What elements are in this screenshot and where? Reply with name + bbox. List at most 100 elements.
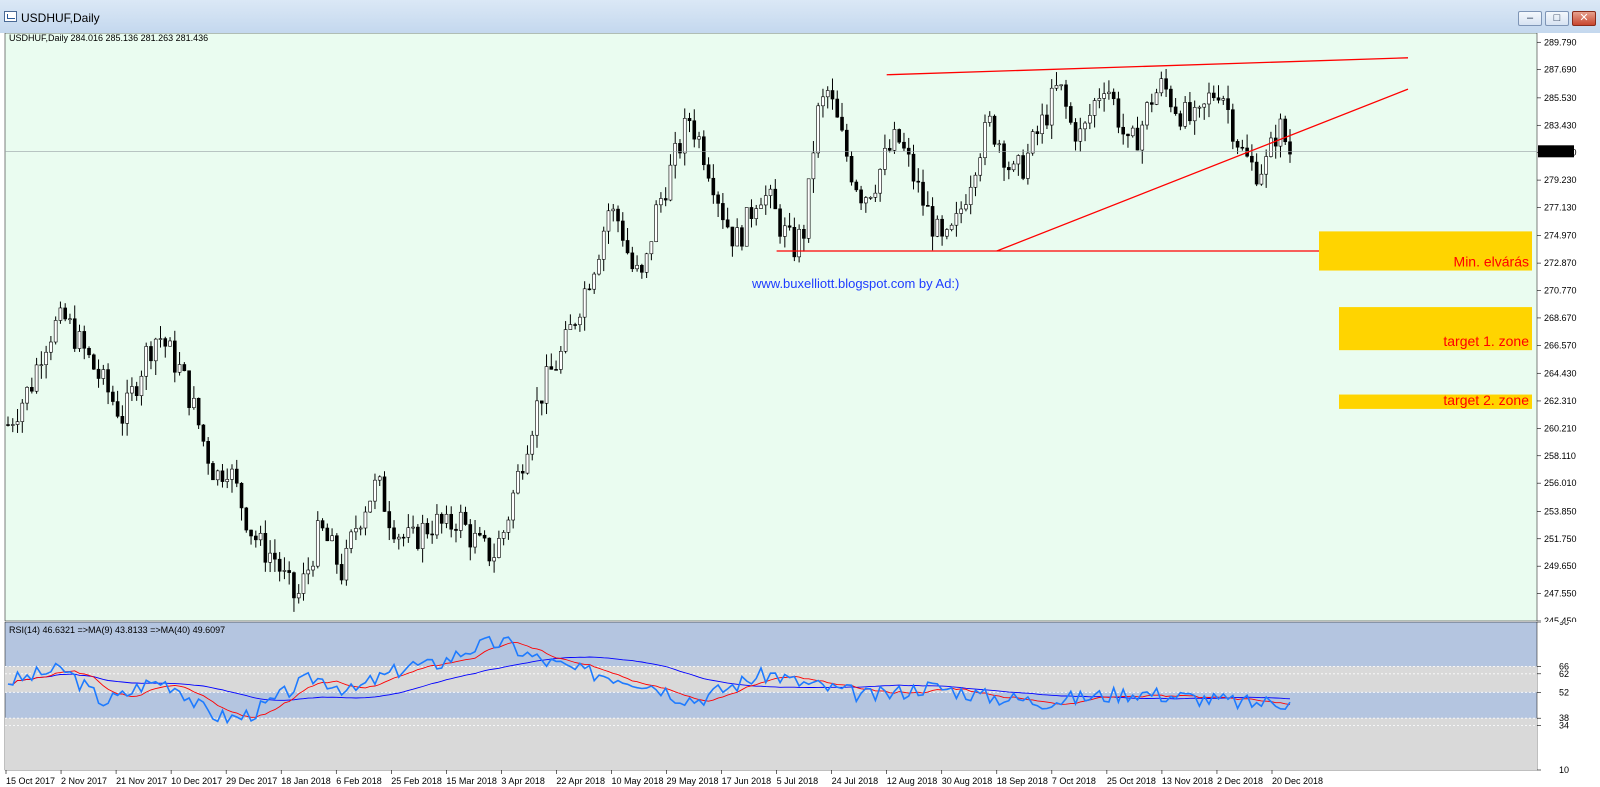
candle bbox=[511, 489, 515, 529]
candle bbox=[997, 139, 1002, 153]
candle bbox=[668, 154, 673, 202]
candle bbox=[368, 500, 373, 513]
zone-box[interactable] bbox=[1339, 307, 1532, 351]
trendline-rising[interactable] bbox=[996, 88, 1409, 252]
candle bbox=[277, 552, 282, 582]
candle bbox=[678, 139, 682, 159]
candle bbox=[682, 108, 687, 166]
time-tick-label: 21 Nov 2017 bbox=[116, 776, 167, 786]
candles-layer bbox=[6, 68, 1292, 612]
candle bbox=[802, 224, 806, 252]
candle bbox=[749, 199, 754, 228]
rsi-tick-label: 10 bbox=[1559, 765, 1569, 775]
price-chart[interactable]: Min. elvárás target 1. zone target 2. zone… bbox=[0, 33, 1600, 622]
candle bbox=[549, 353, 554, 370]
symbol-info: USDHUF,Daily 284.016 285.136 281.263 281… bbox=[9, 33, 208, 43]
candle bbox=[344, 539, 349, 586]
price-tick-label: 245.450 bbox=[1544, 616, 1577, 622]
candle bbox=[1192, 100, 1197, 135]
candle bbox=[211, 461, 215, 481]
candle bbox=[454, 523, 458, 543]
candle bbox=[959, 201, 963, 224]
candle bbox=[177, 352, 182, 376]
candle bbox=[902, 132, 906, 151]
candle bbox=[168, 337, 172, 347]
candle bbox=[916, 168, 921, 193]
candle bbox=[1221, 95, 1226, 105]
candle bbox=[373, 473, 377, 510]
candle bbox=[125, 379, 129, 436]
candle bbox=[892, 121, 897, 154]
rsi-tick-label: 66 bbox=[1559, 661, 1569, 671]
candle bbox=[911, 144, 916, 190]
candle bbox=[182, 362, 187, 372]
candle bbox=[497, 530, 501, 559]
candle bbox=[1216, 85, 1221, 104]
price-tick-label: 283.430 bbox=[1544, 120, 1577, 130]
current-price-marker: 281.436 bbox=[1538, 145, 1574, 158]
candle bbox=[458, 504, 463, 539]
candle bbox=[1278, 113, 1283, 158]
maximize-button[interactable]: □ bbox=[1545, 11, 1569, 26]
candle bbox=[1169, 85, 1173, 113]
price-tick-label: 272.870 bbox=[1544, 258, 1577, 268]
close-button[interactable]: ✕ bbox=[1572, 11, 1596, 26]
candle bbox=[1007, 161, 1011, 180]
zone-box[interactable] bbox=[1339, 394, 1532, 409]
candle bbox=[1026, 143, 1030, 185]
candle bbox=[435, 504, 439, 539]
candle bbox=[978, 153, 983, 182]
candle bbox=[1073, 118, 1078, 151]
candle bbox=[1130, 125, 1135, 138]
candle bbox=[258, 525, 263, 546]
price-tick-label: 289.790 bbox=[1544, 37, 1577, 47]
candle bbox=[940, 215, 944, 246]
title-bar: USDHUF,Daily – □ ✕ bbox=[0, 0, 1600, 34]
price-tick-label: 285.530 bbox=[1544, 93, 1577, 103]
candle bbox=[630, 246, 635, 273]
price-tick-label: 247.550 bbox=[1544, 589, 1577, 599]
candle bbox=[349, 529, 353, 554]
time-axis: 15 Oct 2017 2 Nov 2017 21 Nov 2017 10 Dec 2… bbox=[5, 770, 1323, 786]
time-tick-label: 5 Jul 2018 bbox=[777, 776, 819, 786]
candle bbox=[1145, 101, 1149, 130]
price-tick-label: 266.570 bbox=[1544, 340, 1577, 350]
price-tick-label: 251.750 bbox=[1544, 534, 1577, 544]
candle bbox=[520, 464, 525, 480]
candle bbox=[6, 416, 10, 427]
time-tick-label: 2 Dec 2018 bbox=[1217, 776, 1263, 786]
candle bbox=[1173, 98, 1178, 116]
candle bbox=[315, 511, 320, 569]
candle bbox=[620, 212, 625, 247]
candle bbox=[754, 204, 759, 226]
time-tick-label: 10 Dec 2017 bbox=[171, 776, 222, 786]
price-panel-background bbox=[4, 33, 1538, 622]
candle bbox=[392, 520, 396, 543]
zone-box[interactable] bbox=[1319, 231, 1532, 271]
candle bbox=[273, 539, 277, 572]
minimize-button[interactable]: – bbox=[1518, 11, 1542, 26]
candle bbox=[663, 187, 668, 207]
candle bbox=[601, 226, 606, 272]
candle bbox=[463, 506, 468, 526]
candle bbox=[449, 506, 454, 538]
candle bbox=[763, 185, 768, 215]
candle bbox=[425, 518, 430, 539]
time-tick-label: 30 Aug 2018 bbox=[942, 776, 993, 786]
candle bbox=[320, 518, 325, 531]
candle bbox=[1045, 104, 1049, 130]
time-tick-label: 29 Dec 2017 bbox=[226, 776, 277, 786]
candle bbox=[1154, 88, 1159, 106]
time-tick-label: 13 Nov 2018 bbox=[1162, 776, 1213, 786]
candle bbox=[358, 525, 363, 536]
candle bbox=[968, 175, 973, 215]
candle bbox=[935, 215, 940, 238]
time-tick-label: 12 Aug 2018 bbox=[887, 776, 938, 786]
candle bbox=[1235, 139, 1240, 155]
rsi-band bbox=[5, 718, 1537, 726]
candle bbox=[873, 184, 878, 203]
candle bbox=[187, 370, 191, 416]
trendline-upper[interactable] bbox=[886, 57, 1409, 76]
candle bbox=[973, 172, 978, 197]
